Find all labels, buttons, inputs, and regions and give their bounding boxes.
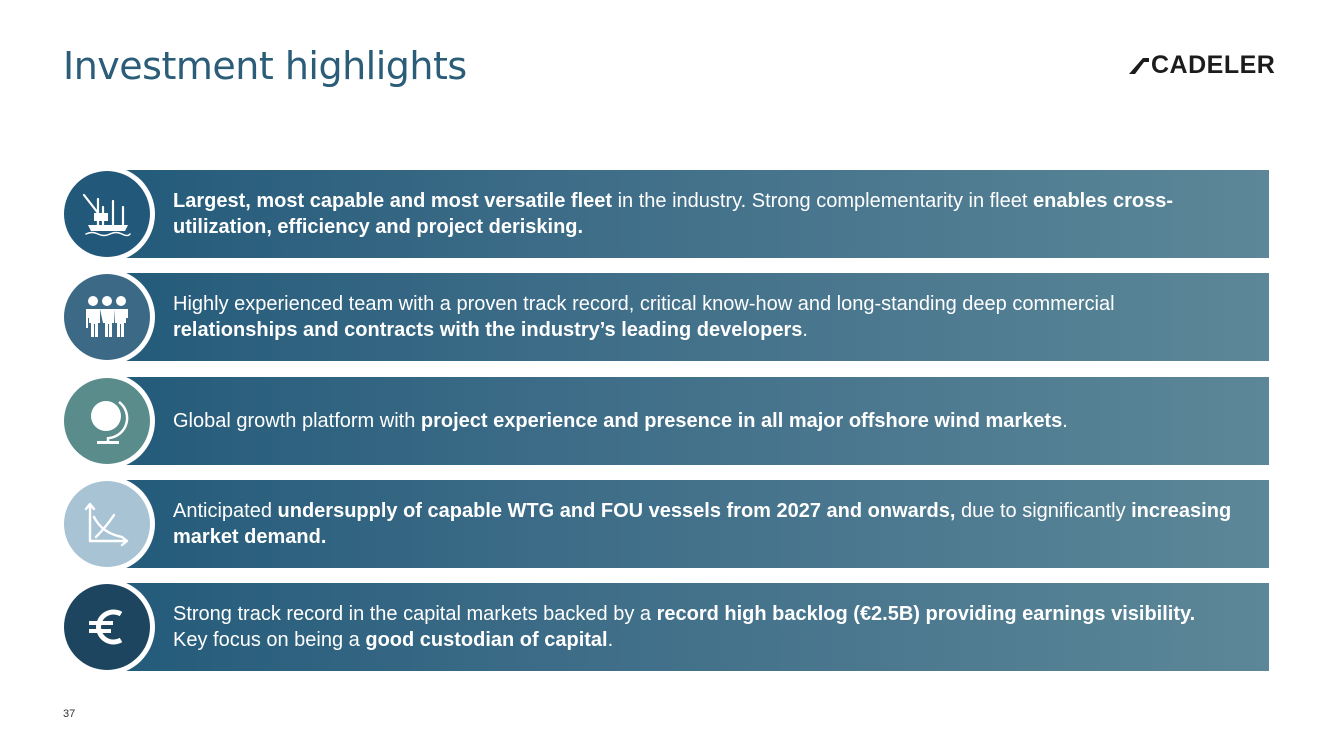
- highlight-icon-circle: [64, 378, 150, 464]
- page-title: Investment highlights: [63, 44, 467, 88]
- logo-mark-icon: [1129, 58, 1149, 74]
- highlight-icon-circle: [64, 274, 150, 360]
- highlight-text: Largest, most capable and most versatile…: [173, 190, 1174, 238]
- highlight-row-global: Global growth platform with project expe…: [64, 377, 1269, 465]
- highlight-row-fleet: Largest, most capable and most versatile…: [64, 170, 1269, 258]
- highlight-text: Global growth platform with project expe…: [173, 410, 1068, 432]
- highlight-row-team: Highly experienced team with a proven tr…: [64, 273, 1269, 361]
- highlight-row-undersupply: Anticipated undersupply of capable WTG a…: [64, 480, 1269, 568]
- highlight-text: Anticipated undersupply of capable WTG a…: [173, 500, 1232, 548]
- highlight-icon-circle: [64, 584, 150, 670]
- highlight-bar: [116, 273, 1269, 361]
- chart-decline-icon: [84, 502, 129, 547]
- globe-icon: [91, 400, 129, 444]
- logo-text: CADELER: [1151, 51, 1276, 79]
- cadeler-logo: CADELER: [1128, 52, 1275, 78]
- highlight-row-capital: Strong track record in the capital marke…: [64, 583, 1269, 671]
- highlight-icon-circle: [64, 171, 150, 257]
- highlight-text: Strong track record in the capital marke…: [173, 603, 1196, 651]
- euro-icon: [89, 609, 123, 645]
- team-icon: [86, 296, 128, 337]
- highlight-bar: [116, 170, 1269, 258]
- highlight-bar: [116, 583, 1269, 671]
- vessel-icon: [82, 193, 131, 237]
- highlight-icon-circle: [64, 481, 150, 567]
- highlight-bar: [116, 480, 1269, 568]
- highlight-text: Highly experienced team with a proven tr…: [173, 293, 1115, 341]
- highlight-bar: [116, 377, 1269, 465]
- page-number: 37: [63, 708, 76, 720]
